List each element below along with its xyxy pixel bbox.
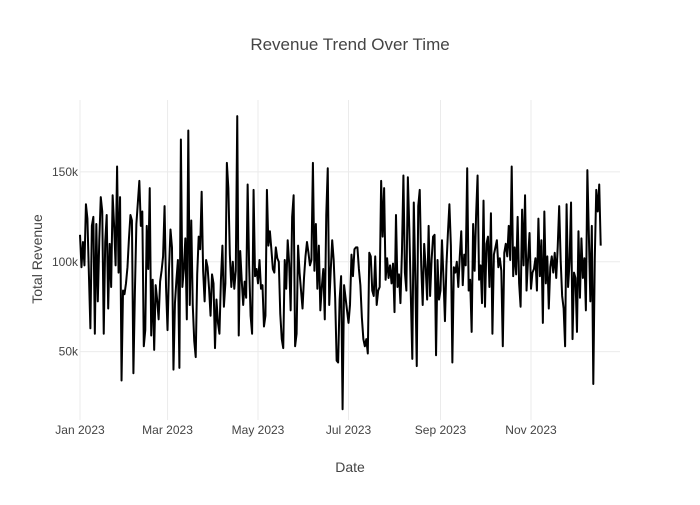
y-axis-title: Total Revenue [29, 214, 45, 304]
y-tick-label: 100k [52, 255, 79, 269]
x-tick-label: Jul 2023 [326, 423, 372, 437]
y-tick-label: 150k [52, 165, 79, 179]
series-layer [79, 115, 602, 411]
x-tick-label: Mar 2023 [142, 423, 193, 437]
x-tick-label: Sep 2023 [415, 423, 467, 437]
x-tick-label: Nov 2023 [505, 423, 557, 437]
x-tick-label: Jan 2023 [55, 423, 105, 437]
x-tick-label: May 2023 [232, 423, 285, 437]
chart-title: Revenue Trend Over Time [250, 35, 449, 54]
series-line [79, 115, 602, 411]
y-axis-ticks: 50k 100k 150k [52, 165, 79, 359]
y-tick-label: 50k [59, 345, 79, 359]
x-axis-ticks: Jan 2023 Mar 2023 May 2023 Jul 2023 Sep 2023… [55, 423, 557, 437]
x-axis-title: Date [335, 459, 365, 475]
